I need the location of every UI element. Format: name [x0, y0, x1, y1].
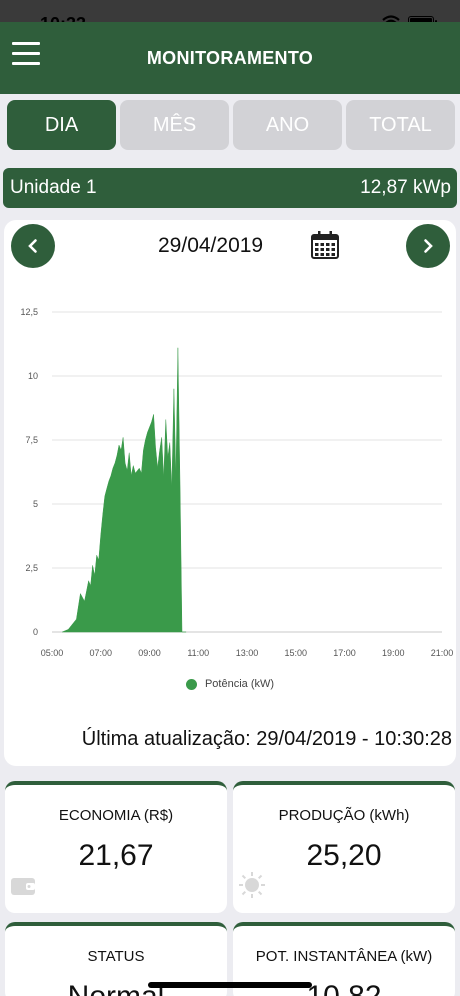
status-title: STATUS — [87, 948, 145, 965]
production-value: 25,20 — [306, 839, 382, 872]
production-title: PRODUÇÃO (kWh) — [278, 807, 410, 824]
x-tick-label: 07:00 — [89, 648, 112, 658]
home-indicator — [148, 982, 312, 988]
sun-icon — [239, 872, 265, 898]
chevron-right-icon — [424, 239, 433, 253]
y-tick-label: 5 — [33, 499, 38, 509]
last-update-text: Última atualização: 29/04/2019 - 10:30:2… — [81, 728, 452, 750]
x-tick-label: 17:00 — [333, 648, 356, 658]
hamburger-menu-icon[interactable] — [12, 42, 40, 66]
y-tick-label: 10 — [28, 371, 38, 381]
selected-date: 29/04/2019 — [158, 234, 264, 257]
period-tabs: DIA MÊS ANO TOTAL — [7, 100, 455, 150]
x-tick-label: 15:00 — [284, 648, 307, 658]
unit-name: Unidade 1 — [10, 177, 97, 198]
economy-title: ECONOMIA (R$) — [58, 807, 174, 824]
legend-label: Potência (kW) — [204, 678, 275, 690]
x-tick-label: 11:00 — [187, 648, 209, 658]
tab-dia[interactable]: DIA — [7, 100, 116, 150]
status-card: STATUS Normal — [5, 922, 227, 996]
economy-card: ECONOMIA (R$) 21,67 — [5, 781, 227, 913]
x-tick-label: 19:00 — [382, 648, 405, 658]
x-tick-label: 09:00 — [138, 648, 161, 658]
y-tick-label: 12,5 — [20, 307, 38, 317]
power-area-series — [62, 347, 187, 633]
x-tick-label: 21:00 — [431, 648, 454, 658]
y-tick-label: 7,5 — [25, 435, 38, 445]
power-chart: 0 2,5 5 7,5 10 12,5 05:00 07:00 09:00 11:00 13:00 1… — [20, 307, 454, 658]
tab-mes[interactable]: MÊS — [120, 100, 229, 150]
x-tick-label: 13:00 — [236, 648, 259, 658]
header-bar: MONITORAMENTO — [0, 22, 460, 94]
unit-selector[interactable]: Unidade 1 12,87 kWp — [3, 168, 457, 208]
next-day-button[interactable] — [406, 224, 450, 268]
tab-total[interactable]: TOTAL — [346, 100, 455, 150]
y-tick-label: 0 — [33, 627, 38, 637]
chart-legend: Potência (kW) — [4, 678, 456, 690]
wallet-icon — [11, 878, 35, 895]
status-bar — [0, 0, 460, 22]
legend-dot — [185, 678, 197, 690]
page-title: MONITORAMENTO — [146, 48, 314, 68]
unit-capacity: 12,87 kWp — [360, 177, 451, 198]
instant-power-title: POT. INSTANTÂNEA (kW) — [255, 948, 433, 965]
economy-value: 21,67 — [78, 839, 154, 872]
tab-ano[interactable]: ANO — [233, 100, 342, 150]
previous-day-button[interactable] — [11, 224, 55, 268]
production-card: PRODUÇÃO (kWh) 25,20 — [233, 781, 455, 913]
chart-card: 29/04/2019 0 2,5 5 7,5 10 12,5 05:00 07:00 09:00… — [4, 220, 456, 766]
status-value: Normal — [5, 980, 227, 996]
x-tick-label: 05:00 — [41, 648, 64, 658]
instant-power-value: 10,82 — [233, 980, 455, 996]
y-tick-label: 2,5 — [25, 563, 38, 573]
calendar-icon[interactable] — [310, 230, 340, 260]
chevron-left-icon — [28, 239, 37, 253]
